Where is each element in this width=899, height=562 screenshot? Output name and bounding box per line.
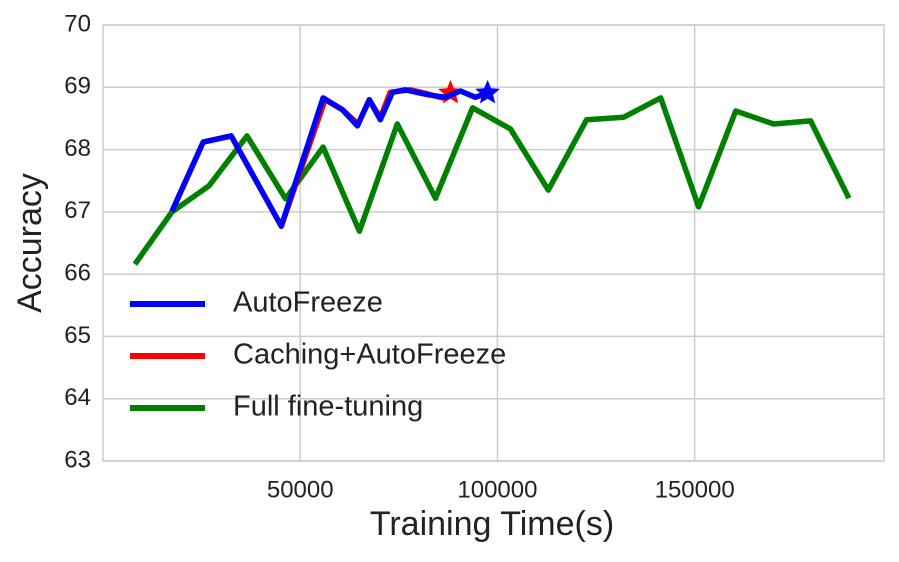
y-tick-label: 68 — [64, 135, 91, 162]
y-tick-label: 65 — [64, 322, 91, 349]
end-marker — [475, 79, 500, 104]
y-tick-label: 64 — [64, 384, 91, 411]
series-line — [169, 87, 452, 229]
y-tick-label: 70 — [64, 10, 91, 37]
plot-frame — [102, 24, 885, 462]
series-line — [169, 87, 489, 229]
legend-label: Full fine-tuning — [233, 391, 423, 423]
y-tick-label: 66 — [64, 259, 91, 286]
y-axis-label: Accuracy — [11, 173, 49, 313]
legend-label: Caching+AutoFreeze — [233, 339, 506, 371]
x-tick-label: 100000 — [457, 476, 537, 503]
series-line — [132, 95, 852, 266]
x-tick-label: 50000 — [267, 476, 334, 503]
x-axis-label: Training Time(s) — [370, 505, 614, 543]
x-tick-label: 150000 — [655, 476, 735, 503]
y-tick-label: 63 — [64, 446, 91, 473]
y-tick-label: 67 — [64, 197, 91, 224]
y-tick-label: 69 — [64, 73, 91, 100]
legend-label: AutoFreeze — [233, 287, 383, 319]
